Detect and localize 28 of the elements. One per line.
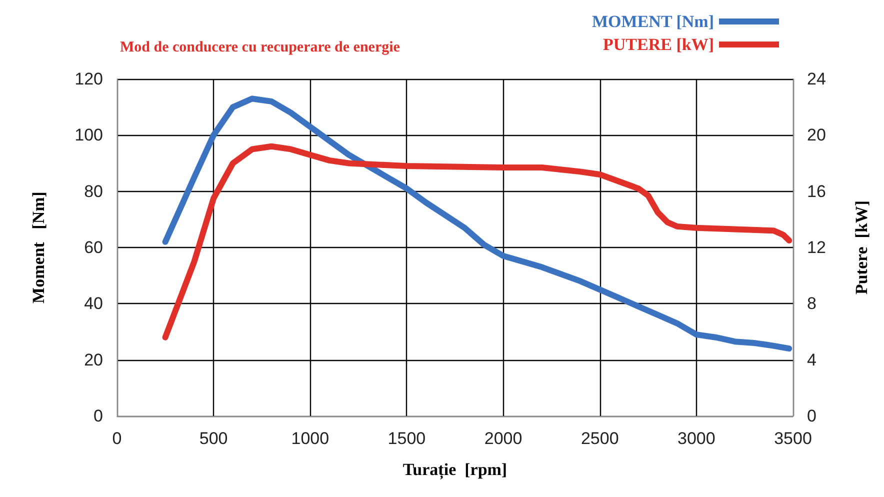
y2-tick-label: 0	[807, 406, 816, 426]
x-tick-label: 0	[112, 429, 122, 448]
chart-title: Mod de conducere cu recuperare de energie	[120, 40, 400, 56]
x-tick-label: 500	[199, 429, 228, 448]
legend-label: MOMENT [Nm]	[592, 12, 714, 31]
x-tick-label: 3500	[774, 429, 812, 448]
y2-tick-label: 16	[807, 182, 826, 201]
y-axis-title: Moment [Nm]	[29, 192, 48, 304]
x-tick-label: 2000	[484, 429, 522, 448]
y2-tick-label: 12	[807, 238, 826, 257]
x-tick-label: 3000	[678, 429, 716, 448]
y-tick-label: 120	[74, 70, 103, 88]
y-tick-label: 60	[84, 238, 103, 257]
y-tick-label: 80	[84, 182, 103, 201]
x-tick-label: 1500	[388, 429, 426, 448]
y2-tick-label: 8	[807, 294, 816, 314]
x-tick-label: 1000	[291, 429, 330, 448]
y-tick-label: 0	[94, 406, 103, 426]
x-axis-title: Turație [rpm]	[402, 460, 508, 480]
y2-tick-label: 24	[807, 70, 826, 88]
y2-tick-label: 20	[807, 126, 826, 145]
y-tick-label: 40	[84, 294, 103, 314]
y2-axis-title: Putere [kW]	[852, 200, 871, 295]
legend-label: PUTERE [kW]	[603, 35, 714, 54]
y-tick-label: 100	[74, 126, 103, 145]
x-tick-label: 2500	[580, 429, 619, 448]
y-tick-label: 20	[84, 350, 103, 370]
y2-tick-label: 4	[807, 350, 816, 370]
